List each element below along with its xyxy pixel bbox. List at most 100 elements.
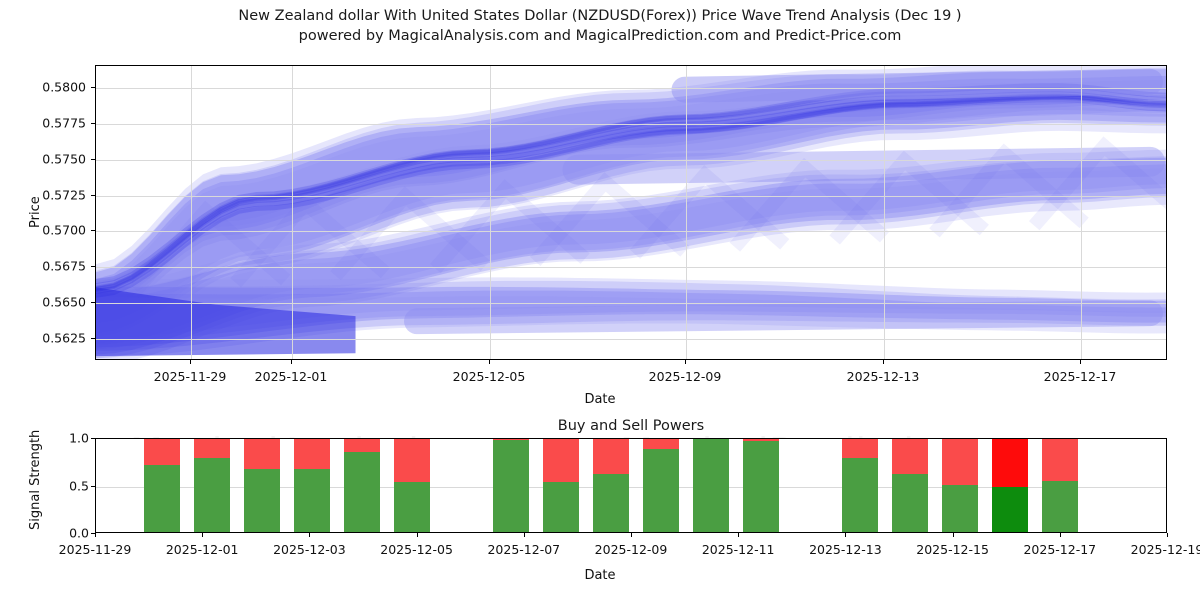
- wave-band: [96, 286, 1166, 348]
- power-bar[interactable]: [693, 439, 729, 532]
- wave-band: [96, 164, 1166, 359]
- gridline-horizontal: [96, 195, 1166, 197]
- price-y-axis-label: Price: [28, 196, 43, 228]
- power-bar[interactable]: [1042, 439, 1078, 532]
- power-x-tick-mark: [1167, 533, 1168, 537]
- power-bar[interactable]: [593, 439, 629, 532]
- power-bar[interactable]: [992, 439, 1028, 532]
- power-x-tick-label: 2025-12-11: [701, 542, 775, 557]
- sell-power-segment: [244, 439, 280, 470]
- power-y-tick-label: 0.5: [69, 478, 89, 493]
- buy-power-segment: [543, 481, 579, 532]
- price-y-tick-mark: [91, 302, 95, 304]
- buy-power-segment: [144, 464, 180, 532]
- price-x-tick-mark: [489, 360, 490, 364]
- sell-power-segment: [543, 439, 579, 482]
- power-x-tick-mark: [631, 533, 632, 537]
- sell-power-segment: [194, 439, 230, 458]
- wave-band: [96, 106, 1166, 344]
- wave-band: [96, 277, 1166, 338]
- power-bar[interactable]: [394, 439, 430, 532]
- wave-strand: [929, 143, 1089, 238]
- price-y-tick-mark: [91, 194, 95, 196]
- power-bar[interactable]: [294, 439, 330, 532]
- title-line-2: powered by MagicalAnalysis.com and Magic…: [298, 28, 902, 44]
- power-x-tick-mark: [952, 533, 954, 537]
- price-x-tick-label: 2025-12-17: [1043, 369, 1117, 384]
- wave-core-ribbon: [96, 97, 1166, 298]
- wave-band: [96, 280, 1166, 343]
- wave-band: [96, 67, 1166, 303]
- price-y-tick-label: 0.5800: [42, 79, 86, 95]
- price-y-tick-mark: [91, 338, 95, 340]
- power-bar[interactable]: [842, 439, 878, 532]
- power-x-tick-label: 2025-12-17: [1023, 542, 1097, 557]
- power-y-tick-label: 1.0: [69, 430, 89, 446]
- wave-core-ribbon: [96, 95, 1166, 295]
- power-bar[interactable]: [244, 439, 280, 532]
- buy-power-segment: [244, 469, 280, 532]
- wave-band: [96, 79, 1166, 318]
- power-bar[interactable]: [344, 439, 380, 532]
- power-y-axis-label: Signal Strength: [28, 429, 43, 530]
- wave-band: [96, 75, 1166, 312]
- price-x-tick-mark: [685, 360, 686, 364]
- gridline-horizontal: [96, 303, 1166, 305]
- buy-power-segment: [643, 449, 679, 532]
- sell-power-segment: [294, 439, 330, 470]
- buy-power-segment: [1042, 480, 1078, 532]
- sell-power-segment: [942, 439, 978, 486]
- price-y-tick-mark: [91, 158, 95, 160]
- sell-power-segment: [493, 439, 529, 440]
- sell-power-segment: [992, 439, 1028, 488]
- buy-power-segment: [892, 474, 928, 532]
- sell-power-segment: [344, 439, 380, 453]
- wave-strand: [729, 157, 890, 252]
- power-bar[interactable]: [194, 439, 230, 532]
- power-bar[interactable]: [643, 439, 679, 532]
- wave-strand: [1028, 136, 1166, 231]
- power-bar[interactable]: [543, 439, 579, 532]
- power-bar[interactable]: [942, 439, 978, 532]
- buy-power-segment: [294, 469, 330, 532]
- power-x-tick-mark: [738, 533, 740, 537]
- buy-power-segment: [344, 452, 380, 532]
- wave-band-cap: [404, 300, 1164, 335]
- power-x-tick-label: 2025-12-07: [487, 542, 561, 557]
- price-y-tick-label: 0.5725: [42, 187, 86, 202]
- wave-band: [96, 156, 1166, 350]
- wave-band: [96, 87, 1166, 324]
- power-bar[interactable]: [892, 439, 928, 532]
- wave-band-cap: [562, 146, 1166, 185]
- wave-band: [96, 69, 1166, 308]
- price-y-tick-label: 0.5700: [42, 222, 86, 238]
- buy-power-segment: [394, 481, 430, 532]
- gridline-horizontal: [96, 231, 1166, 233]
- power-x-tick-mark: [1059, 533, 1061, 537]
- gridline-vertical: [1081, 66, 1082, 359]
- power-bar[interactable]: [743, 439, 779, 532]
- power-x-tick-mark: [309, 533, 311, 537]
- power-x-tick-label: 2025-12-09: [594, 542, 668, 557]
- wave-strand: [130, 200, 291, 295]
- price-y-tick-mark: [91, 266, 95, 268]
- wave-origin-convergence: [96, 287, 356, 357]
- power-bar[interactable]: [493, 439, 529, 532]
- power-x-tick-label: 2025-12-05: [380, 542, 453, 557]
- price-x-tick-mark: [291, 360, 292, 364]
- power-bar[interactable]: [144, 439, 180, 532]
- price-y-tick-label: 0.5650: [42, 294, 86, 310]
- wave-core-ribbon: [96, 91, 1166, 291]
- wave-band: [96, 296, 1166, 359]
- power-x-tick-label: 2025-12-13: [809, 542, 882, 557]
- price-x-tick-mark: [883, 360, 884, 364]
- price-y-tick-label: 0.5750: [42, 151, 86, 167]
- price-y-tick-label: 0.5625: [42, 330, 86, 346]
- page-title: New Zealand dollar With United States Do…: [0, 6, 1200, 46]
- price-y-tick-mark: [91, 122, 95, 124]
- wave-strand: [430, 179, 590, 274]
- wave-band: [96, 102, 1166, 337]
- power-x-tick-mark: [95, 533, 96, 537]
- price-x-tick-label: 2025-12-09: [648, 369, 722, 384]
